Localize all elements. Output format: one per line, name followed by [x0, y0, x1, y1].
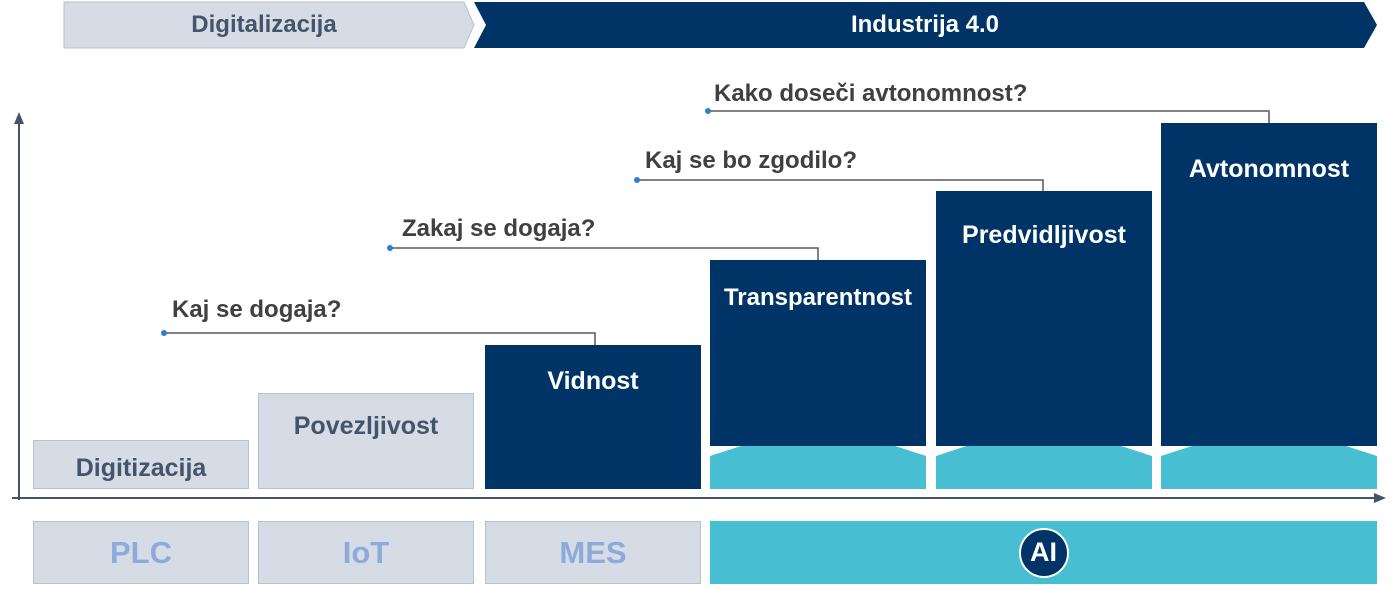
tech-iot: IoT — [258, 521, 474, 584]
stage-predvidljivost: Predvidljivost — [936, 191, 1152, 446]
stage-label: Vidnost — [547, 367, 639, 395]
tech-plc: PLC — [33, 521, 249, 584]
stage-label: Povezljivost — [293, 412, 439, 440]
stage-digitizacija: Digitizacija — [33, 440, 249, 489]
connector-kaj-se-dogaja — [161, 330, 596, 345]
x-axis-arrow-icon — [1374, 493, 1386, 503]
stage-transparentnost: Transparentnost — [710, 260, 926, 446]
header-industrija-label: Industrija 4.0 — [850, 11, 1000, 38]
y-axis-arrow-icon — [14, 112, 24, 124]
header-chevron-industrija — [474, 2, 1377, 48]
connector-kako-doseci — [705, 108, 1270, 123]
ai-badge-icon: AI — [1018, 527, 1069, 578]
connector-kaj-se-bo-zgodilo — [634, 177, 1044, 191]
header-chevron-digitalizacija — [63, 1, 475, 49]
tech-ai: AI — [710, 521, 1377, 584]
tech-label: AI — [1030, 537, 1057, 567]
question-kako-doseci: Kako doseči avtonomnost? — [714, 80, 1028, 107]
tech-label: PLC — [110, 534, 172, 570]
tech-mes: MES — [485, 521, 701, 584]
stage-povezljivost: Povezljivost — [258, 393, 474, 489]
question-kaj-se-bo-zgodilo: Kaj se bo zgodilo? — [645, 147, 858, 174]
stage-vidnost: Vidnost — [485, 345, 701, 489]
connector-zakaj-se-dogaja — [387, 245, 819, 260]
question-kaj-se-dogaja: Kaj se dogaja? — [172, 296, 342, 323]
stage-label: Avtonomnost — [1188, 155, 1350, 183]
tech-label: MES — [559, 534, 627, 570]
header-digitalizacija-label: Digitalizacija — [191, 11, 337, 38]
question-zakaj-se-dogaja: Zakaj se dogaja? — [402, 215, 596, 242]
tech-label: IoT — [342, 534, 390, 570]
stage-label: Predvidljivost — [962, 221, 1126, 249]
stage-avtonomnost: Avtonomnost — [1161, 123, 1377, 446]
stage-label: Digitizacija — [75, 454, 207, 482]
stage-label: Transparentnost — [723, 284, 913, 311]
